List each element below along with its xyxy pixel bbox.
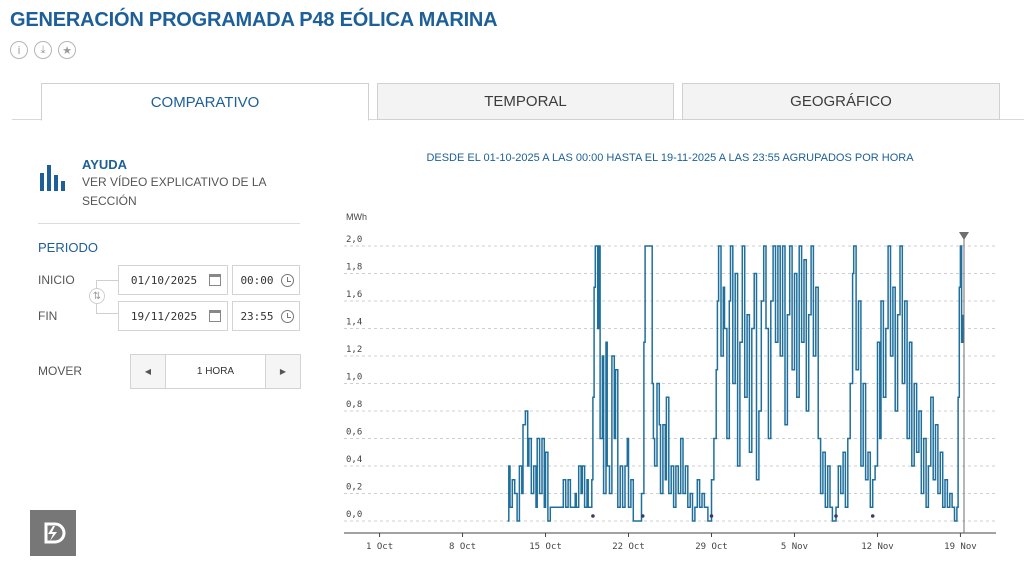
chart-subtitle: DESDE EL 01-10-2025 A LAS 00:00 HASTA EL… [426,152,914,164]
y-tick-label: 0,4 [346,455,362,465]
tab-comparativo[interactable]: COMPARATIVO [41,83,369,121]
start-time-value: 00:00 [240,273,274,287]
tab-bar: COMPARATIVO TEMPORAL GEOGRÁFICO [0,83,1024,121]
clock-icon[interactable] [281,309,294,323]
y-tick-label: 0,6 [346,428,362,438]
mover-value[interactable]: 1 HORA [196,366,235,377]
end-date-input[interactable]: 19/11/2025 [118,301,228,331]
calendar-icon[interactable] [209,274,221,286]
x-tick-label: 22 Oct [612,542,645,552]
y-tick-label: 1,6 [346,290,362,300]
start-date-input[interactable]: 01/10/2025 [118,265,228,295]
end-date-value: 19/11/2025 [130,309,198,323]
period-title: PERIODO [38,240,98,255]
lightning-logo-icon [44,522,66,544]
y-tick-label: 1,4 [346,318,362,328]
info-icon[interactable]: i [10,41,28,59]
clock-icon[interactable] [281,273,294,287]
start-time-input[interactable]: 00:00 [232,265,300,295]
brand-logo[interactable] [30,510,76,556]
x-tick-label: 29 Oct [695,542,728,552]
tab-temporal[interactable]: TEMPORAL [377,83,674,120]
x-tick-label: 19 Nov [944,542,977,552]
y-tick-label: 0,2 [346,483,362,493]
mover-next-button[interactable]: ▶ [265,355,300,388]
start-label: INICIO [38,273,75,287]
y-tick-label: 0,8 [346,400,362,410]
end-time-input[interactable]: 23:55 [232,301,300,331]
x-tick-label: 5 Nov [781,542,808,552]
y-tick-label: 1,2 [346,345,362,355]
x-tick-label: 15 Oct [529,542,562,552]
y-axis-unit: MWh [346,212,367,222]
zero-marker [709,514,714,518]
help-title[interactable]: AYUDA [82,157,128,172]
calendar-icon[interactable] [209,310,221,322]
sidebar-divider [38,223,300,224]
zero-marker [834,514,838,518]
zero-marker [591,514,595,518]
bar-chart-icon[interactable] [38,163,68,193]
line-chart[interactable]: MWh 0,0 0,2 0,4 0,6 0,8 1,0 1,2 1,4 1,6 1,8 2,0 1 Oc… [336,208,1004,568]
title-actions: i ⤓ ★ [10,41,76,59]
end-time-value: 23:55 [240,309,274,323]
y-tick-label: 1,8 [346,263,362,273]
page-title: GENERACIÓN PROGRAMADA P48 EÓLICA MARINA [10,9,498,31]
zero-marker [870,514,875,518]
help-video-link[interactable]: VER VÍDEO EXPLICATIVO DE LA SECCIÓN [82,175,266,208]
end-label: FIN [38,309,58,323]
x-tick-label: 1 Oct [366,542,393,552]
y-tick-label: 2,0 [346,235,362,245]
y-tick-label: 1,0 [346,373,362,383]
tab-geografico[interactable]: GEOGRÁFICO [682,83,1000,120]
swap-dates-icon[interactable]: ⇅ [89,288,105,304]
zero-marker [640,514,645,518]
mover-prev-button[interactable]: ◀ [131,355,166,388]
series-line [507,245,964,522]
x-tick-label: 12 Nov [861,542,894,552]
mover-label: MOVER [38,364,83,378]
time-cursor-marker [958,232,969,240]
mover-stepper: ◀ 1 HORA ▶ [130,354,301,389]
star-icon[interactable]: ★ [58,41,76,59]
y-tick-label: 0,0 [346,510,362,520]
start-date-value: 01/10/2025 [130,273,198,287]
x-tick-label: 8 Oct [449,542,476,552]
download-icon[interactable]: ⤓ [34,41,52,59]
